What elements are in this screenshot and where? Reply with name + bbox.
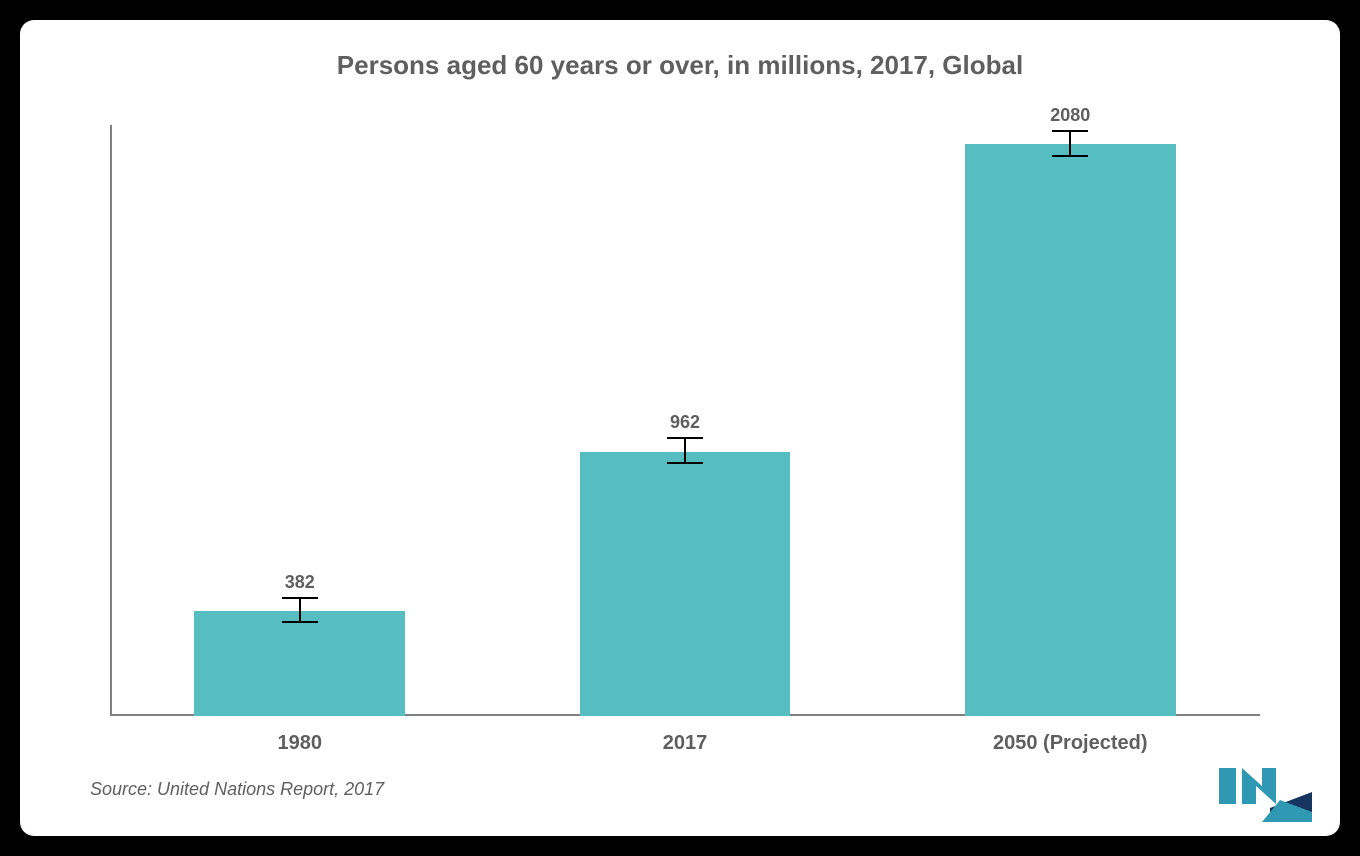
error-cap-top <box>1052 130 1088 132</box>
error-cap-bottom <box>282 621 318 623</box>
chart-title: Persons aged 60 years or over, in millio… <box>20 50 1340 81</box>
brand-logo <box>1216 760 1312 822</box>
chart-card: Persons aged 60 years or over, in millio… <box>20 20 1340 836</box>
x-category-label: 2017 <box>580 732 791 755</box>
error-cap-top <box>282 597 318 599</box>
x-category-label: 2050 (Projected) <box>965 732 1176 755</box>
bar-value-label: 382 <box>194 572 405 593</box>
error-cap-bottom <box>667 462 703 464</box>
bars-container: 3821980 9622017 20802050 (Projected) <box>110 125 1260 716</box>
x-category-label: 1980 <box>194 732 405 755</box>
error-bar <box>299 599 301 624</box>
error-bar <box>684 439 686 464</box>
bar <box>580 452 791 716</box>
error-cap-top <box>667 437 703 439</box>
error-bar <box>1069 132 1071 157</box>
bar-value-label: 2080 <box>965 105 1176 126</box>
plot-area: 3821980 9622017 20802050 (Projected) <box>110 125 1260 716</box>
source-attribution: Source: United Nations Report, 2017 <box>90 779 384 800</box>
bar-group: 9622017 <box>580 125 791 716</box>
bar-value-label: 962 <box>580 412 791 433</box>
error-cap-bottom <box>1052 155 1088 157</box>
bar <box>194 611 405 716</box>
bar <box>965 144 1176 716</box>
bar-group: 20802050 (Projected) <box>965 125 1176 716</box>
bar-group: 3821980 <box>194 125 405 716</box>
